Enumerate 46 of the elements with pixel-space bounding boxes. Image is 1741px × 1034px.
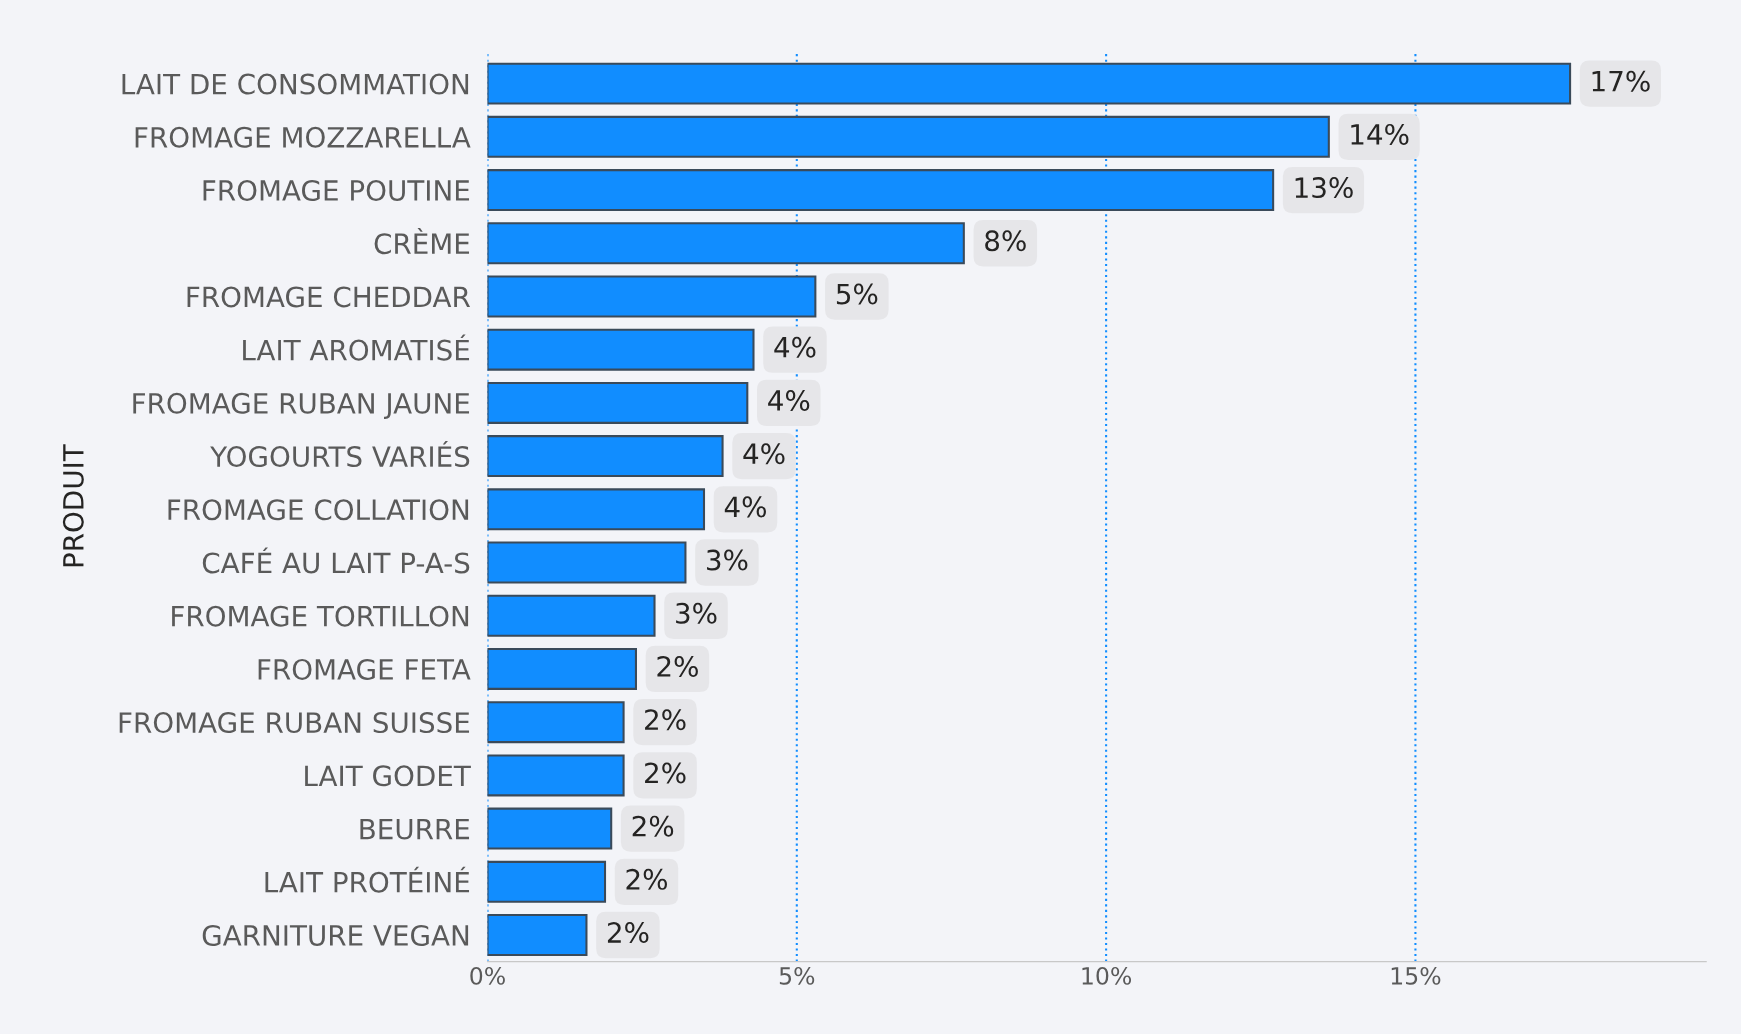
x-tick-label: 0%	[470, 966, 505, 985]
x-tick-label: 15%	[1391, 966, 1441, 985]
bar	[487, 275, 817, 318]
y-tick-label: LAIT PROTÉINÉ	[265, 866, 470, 893]
data-label: 14%	[1351, 123, 1409, 145]
data-label: 2%	[645, 762, 686, 784]
data-label: 2%	[626, 868, 667, 890]
y-tick-label: FROMAGE RUBAN SUISSE	[119, 712, 470, 734]
x-tick-label: 5%	[779, 966, 815, 985]
y-tick-label: LAIT DE CONSOMMATION	[122, 73, 469, 95]
data-label: 4%	[774, 336, 816, 358]
y-tick-label: FROMAGE RUBAN JAUNE	[133, 392, 470, 420]
data-label: 17%	[1592, 70, 1650, 92]
data-label: 3%	[676, 602, 717, 624]
y-tick-label: FROMAGE POUTINE	[203, 179, 470, 201]
y-tick-label: CRÈME	[374, 228, 470, 255]
y-tick-label: FROMAGE CHEDDAR	[187, 286, 471, 308]
y-tick-label: CAFÉ AU LAIT P-A-S	[202, 547, 470, 574]
data-label: 3%	[707, 549, 748, 571]
data-label: 5%	[836, 283, 878, 305]
data-label: 13%	[1295, 177, 1353, 199]
data-label: 4%	[743, 443, 785, 465]
data-label: 4%	[724, 496, 766, 518]
y-tick-label: FROMAGE FETA	[258, 658, 471, 680]
bar	[487, 914, 588, 957]
bar	[487, 169, 1275, 212]
data-label: 2%	[657, 656, 698, 678]
bar	[487, 594, 656, 637]
bar	[487, 328, 755, 371]
data-label: 2%	[632, 815, 674, 837]
y-tick-label: GARNITURE VEGAN	[202, 924, 469, 946]
data-label: 2%	[645, 709, 686, 731]
y-tick-label: FROMAGE COLLATION	[168, 499, 469, 521]
bar	[487, 754, 625, 797]
y-tick-label: FROMAGE MOZZARELLA	[135, 126, 471, 148]
x-tick-label: 10%	[1082, 966, 1132, 985]
y-tick-label: YOGOURTS VARIÉS	[210, 440, 470, 468]
y-tick-label: LAIT AROMATISÉ	[243, 334, 470, 361]
data-label: 2%	[607, 922, 649, 944]
data-label: 8%	[985, 230, 1026, 252]
y-tick-label: FROMAGE TORTILLON	[172, 605, 469, 627]
y-tick-label: BEURRE	[360, 818, 470, 840]
bar	[487, 435, 724, 478]
y-axis-title: PRODUIT	[62, 444, 84, 567]
data-label: 4%	[768, 389, 810, 411]
y-tick-label: LAIT GODET	[305, 765, 471, 787]
